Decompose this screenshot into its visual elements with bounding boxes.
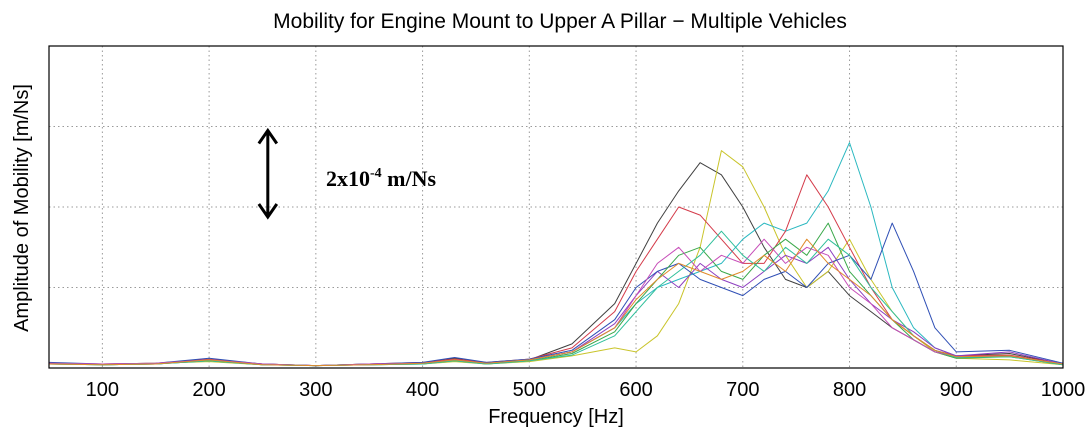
series-line-9 [48,230,1064,367]
x-tick-label: 1000 [1041,379,1086,401]
scale-annotation-base: 2x10 [326,166,370,191]
series-line-6 [48,222,1064,367]
scale-annotation: 2x10-4 m/Ns [257,127,436,220]
x-tick-label: 300 [299,379,332,401]
x-tick-label: 800 [833,379,866,401]
grid [49,45,1064,369]
series-lines [48,142,1064,367]
x-tick-label: 200 [192,379,225,401]
double-arrow-icon [257,127,279,220]
series-line-7 [48,222,1064,367]
chart-title: Mobility for Engine Mount to Upper A Pil… [273,10,847,33]
x-tick-labels: 100 200 300 400 500 600 700 800 900 1000 [86,379,1086,401]
series-line-10 [48,238,1064,367]
x-tick-label: 600 [619,379,652,401]
x-tick-label: 700 [726,379,759,401]
scale-annotation-text: 2x10-4 m/Ns [326,166,436,191]
x-tick-label: 100 [86,379,119,401]
scale-annotation-unit: m/Ns [382,166,437,191]
y-axis-label: Amplitude of Mobility [m/Ns] [11,84,33,332]
x-tick-label: 500 [513,379,546,401]
series-line-8 [48,238,1064,367]
x-tick-label: 900 [940,379,973,401]
x-tick-label: 400 [406,379,439,401]
x-axis-label: Frequency [Hz] [488,406,624,428]
plot-frame [48,45,1064,369]
scale-annotation-exponent: -4 [370,166,382,181]
